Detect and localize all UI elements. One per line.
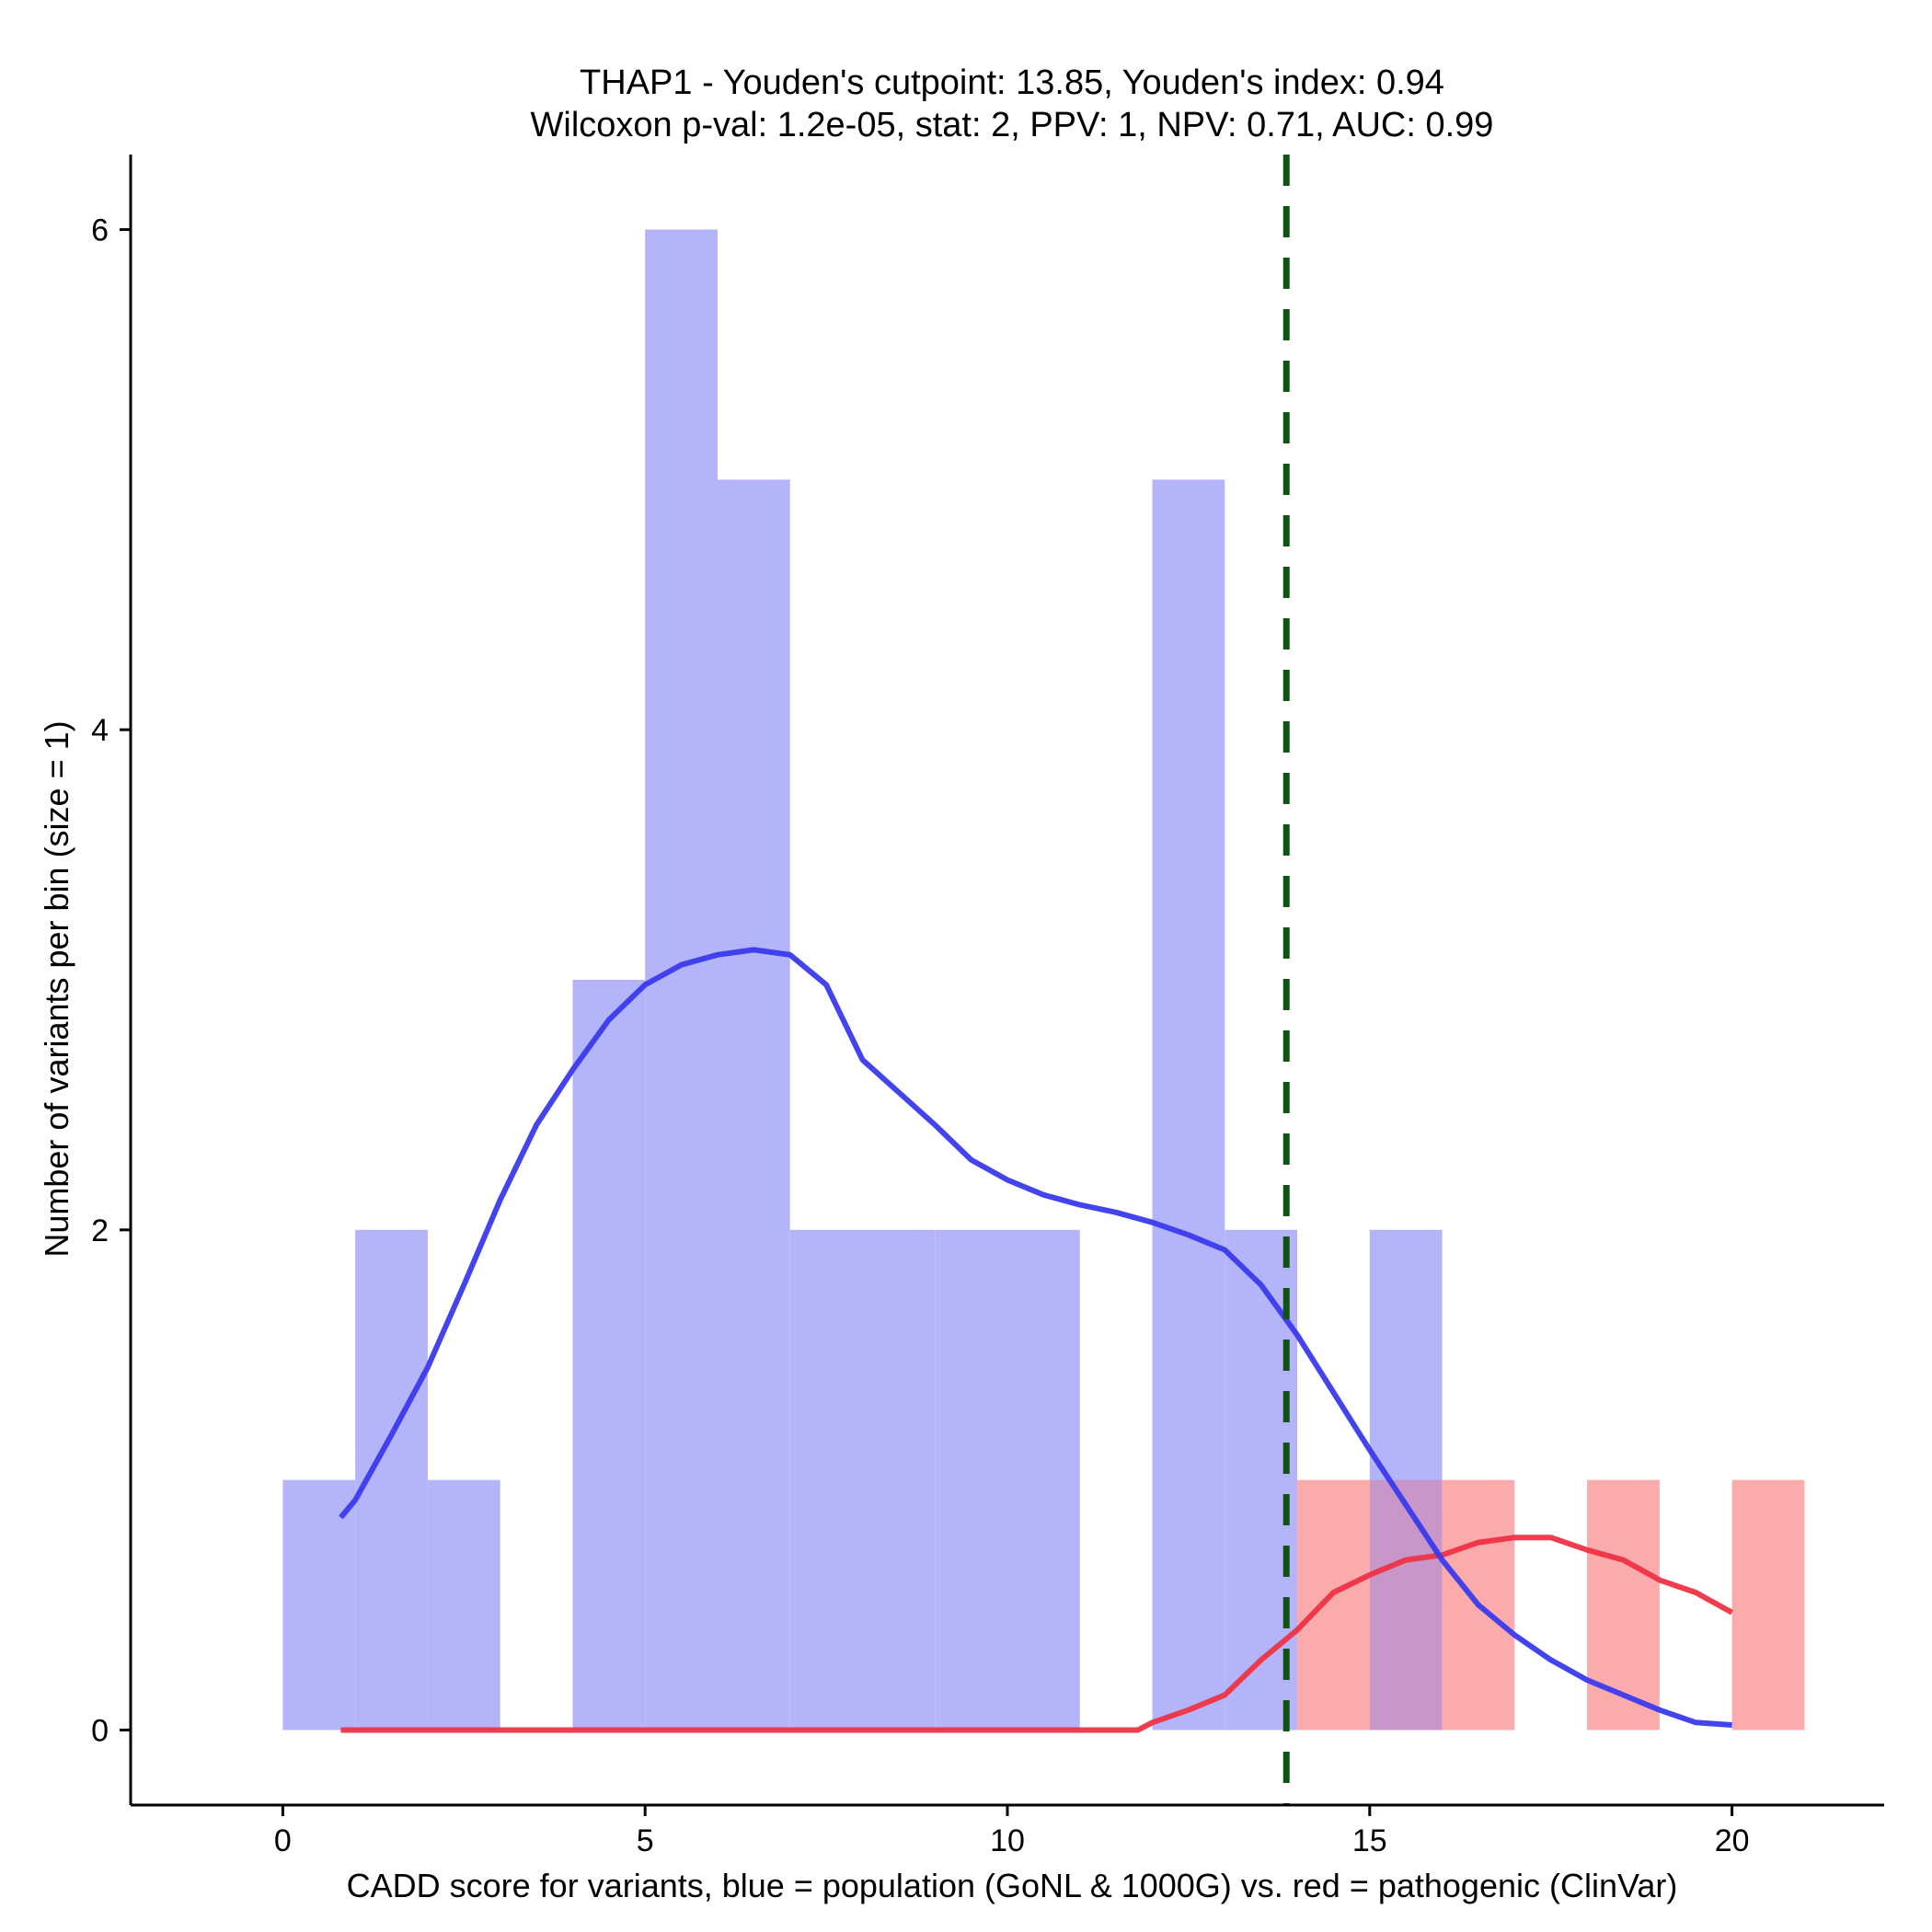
x-tick-label: 20 bbox=[1715, 1823, 1750, 1858]
pathogenic-bar bbox=[1587, 1479, 1660, 1731]
population-bar bbox=[1152, 479, 1225, 1731]
titles: THAP1 - Youden's cutpoint: 13.85, Youden… bbox=[38, 63, 1677, 1904]
population-bar bbox=[572, 980, 646, 1731]
x-tick-label: 5 bbox=[637, 1823, 654, 1858]
axes: 0 5 10 15 20 0 2 4 6 bbox=[91, 155, 1884, 1858]
chart-title-line-1: THAP1 - Youden's cutpoint: 13.85, Youden… bbox=[580, 63, 1444, 102]
population-bar bbox=[935, 1229, 1007, 1731]
x-axis-label: CADD score for variants, blue = populati… bbox=[347, 1867, 1678, 1904]
plot-lines bbox=[339, 155, 1734, 1805]
population-bar bbox=[717, 479, 790, 1731]
population-bar bbox=[427, 1479, 500, 1731]
pathogenic-density-line bbox=[340, 1535, 1734, 1733]
population-bar bbox=[282, 1479, 356, 1731]
y-tick-label: 0 bbox=[91, 1713, 109, 1748]
y-axis-label: Number of variants per bin (size = 1) bbox=[38, 720, 75, 1257]
x-tick-label: 0 bbox=[274, 1823, 292, 1858]
plot-bars bbox=[282, 229, 1805, 1731]
population-bar bbox=[1007, 1229, 1080, 1731]
y-tick-label: 2 bbox=[91, 1213, 109, 1248]
pathogenic-bar bbox=[1731, 1479, 1805, 1731]
population-density-line bbox=[339, 947, 1732, 1728]
overlap-bar bbox=[1369, 1479, 1443, 1731]
y-tick-label: 4 bbox=[91, 713, 109, 748]
chart-title-line-2: Wilcoxon p-val: 1.2e-05, stat: 2, PPV: 1… bbox=[531, 106, 1494, 144]
y-tick-label: 6 bbox=[91, 213, 109, 248]
population-bar bbox=[862, 1229, 936, 1731]
pathogenic-bar bbox=[1297, 1479, 1370, 1731]
population-bar bbox=[789, 1229, 863, 1731]
x-tick-label: 15 bbox=[1352, 1823, 1387, 1858]
x-tick-label: 10 bbox=[990, 1823, 1025, 1858]
